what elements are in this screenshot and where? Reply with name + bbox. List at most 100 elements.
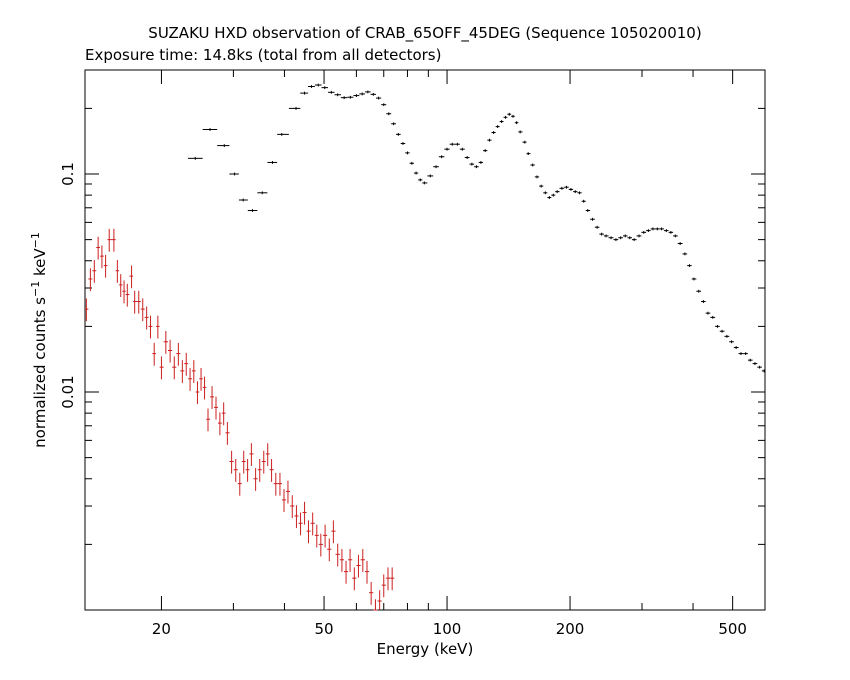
- data-point: [364, 560, 370, 584]
- data-point: [622, 234, 628, 238]
- data-point: [724, 334, 730, 338]
- data-point: [603, 234, 609, 238]
- x-axis-label: Energy (keV): [377, 640, 474, 658]
- data-point: [199, 368, 203, 391]
- data-point: [241, 450, 246, 474]
- data-point: [405, 151, 410, 155]
- data-point: [253, 468, 258, 491]
- data-point: [433, 165, 439, 169]
- data-point: [738, 352, 744, 356]
- data-point: [594, 225, 600, 229]
- chart-title: SUZAKU HXD observation of CRAB_65OFF_45D…: [148, 24, 701, 43]
- data-point: [172, 356, 177, 380]
- data-point: [687, 264, 692, 268]
- data-point: [385, 567, 391, 591]
- data-point: [631, 238, 637, 242]
- data-point: [555, 190, 560, 194]
- data-point: [547, 196, 552, 199]
- data-point: [217, 412, 222, 436]
- data-point: [202, 376, 207, 400]
- data-point: [180, 360, 185, 383]
- data-point: [318, 533, 323, 557]
- x-axis-ticks: 20 50 100 200 500: [152, 70, 766, 638]
- data-point: [459, 147, 465, 151]
- data-point: [534, 175, 540, 179]
- data-point: [370, 92, 376, 96]
- data-point: [390, 567, 395, 591]
- data-point: [308, 85, 315, 88]
- data-point: [238, 198, 248, 202]
- data-point: [261, 450, 266, 474]
- data-point: [265, 443, 270, 467]
- data-point: [422, 181, 428, 185]
- data-point: [369, 582, 374, 605]
- data-point: [559, 186, 565, 190]
- data-point: [122, 280, 126, 304]
- data-point: [577, 191, 582, 195]
- data-point: [365, 90, 371, 94]
- data-point: [125, 283, 130, 307]
- data-point: [247, 209, 258, 212]
- data-point: [444, 147, 450, 151]
- y-axis-ticks: 0.01 0.1: [59, 69, 765, 611]
- data-point: [518, 130, 523, 134]
- series-black: [187, 83, 765, 373]
- data-point: [237, 472, 242, 496]
- data-point: [487, 138, 492, 142]
- data-point: [343, 560, 349, 584]
- data-point: [474, 165, 479, 169]
- data-point: [335, 543, 340, 567]
- data-point: [701, 300, 706, 303]
- x-tick-label: 50: [314, 620, 333, 638]
- data-point: [115, 260, 120, 283]
- data-point: [144, 306, 149, 330]
- data-point: [353, 94, 360, 97]
- data-point: [229, 172, 239, 176]
- data-point: [551, 193, 556, 197]
- data-point: [148, 315, 153, 339]
- x-tick-label: 100: [433, 620, 462, 638]
- data-point: [573, 190, 578, 194]
- data-point: [719, 329, 725, 333]
- data-point: [696, 289, 702, 293]
- data-point: [225, 422, 230, 445]
- data-point: [526, 152, 531, 156]
- data-point: [381, 103, 387, 107]
- data-point: [715, 324, 720, 328]
- data-point: [322, 524, 328, 548]
- data-point: [585, 209, 591, 212]
- data-point: [294, 505, 299, 529]
- data-point: [395, 132, 401, 136]
- data-point: [581, 199, 586, 203]
- data-point: [752, 362, 758, 366]
- data-point: [539, 184, 544, 188]
- data-point: [88, 268, 93, 292]
- data-point: [257, 459, 262, 482]
- x-tick-label: 20: [152, 620, 171, 638]
- data-point: [100, 245, 104, 269]
- data-point: [339, 549, 344, 572]
- data-point: [710, 315, 716, 319]
- data-point: [156, 315, 160, 339]
- data-point: [85, 298, 89, 322]
- data-point: [743, 352, 748, 356]
- data-point: [359, 92, 366, 96]
- data-point: [214, 396, 218, 420]
- data-point: [627, 236, 632, 240]
- data-point: [340, 96, 348, 100]
- data-point: [167, 339, 173, 363]
- data-point: [705, 311, 711, 315]
- data-point: [663, 229, 669, 233]
- data-point: [641, 230, 647, 234]
- data-point: [314, 524, 319, 548]
- data-point: [257, 191, 268, 195]
- data-point: [176, 342, 181, 366]
- data-point: [682, 252, 688, 256]
- y-axis-label: normalized counts s−1 keV−1: [29, 232, 50, 448]
- data-point: [285, 480, 291, 504]
- data-point: [491, 131, 496, 134]
- data-point: [306, 520, 311, 544]
- series-red: [85, 228, 395, 611]
- data-point: [119, 274, 123, 297]
- data-point: [233, 459, 238, 482]
